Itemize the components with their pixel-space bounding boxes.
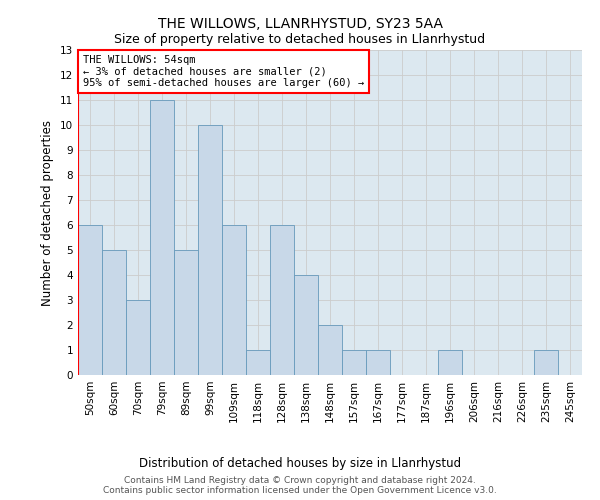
- Bar: [270, 225, 294, 375]
- Bar: [198, 125, 222, 375]
- Bar: [366, 350, 390, 375]
- Bar: [294, 275, 318, 375]
- Text: THE WILLOWS, LLANRHYSTUD, SY23 5AA: THE WILLOWS, LLANRHYSTUD, SY23 5AA: [157, 18, 443, 32]
- Bar: [438, 350, 462, 375]
- Text: THE WILLOWS: 54sqm
← 3% of detached houses are smaller (2)
95% of semi-detached : THE WILLOWS: 54sqm ← 3% of detached hous…: [83, 55, 364, 88]
- Text: Contains HM Land Registry data © Crown copyright and database right 2024.
Contai: Contains HM Land Registry data © Crown c…: [103, 476, 497, 495]
- Bar: [246, 350, 270, 375]
- Bar: [222, 225, 246, 375]
- Bar: [342, 350, 366, 375]
- Bar: [126, 300, 150, 375]
- Bar: [174, 250, 198, 375]
- Y-axis label: Number of detached properties: Number of detached properties: [41, 120, 55, 306]
- Bar: [534, 350, 558, 375]
- Bar: [102, 250, 126, 375]
- Bar: [150, 100, 174, 375]
- Text: Distribution of detached houses by size in Llanrhystud: Distribution of detached houses by size …: [139, 458, 461, 470]
- Text: Size of property relative to detached houses in Llanrhystud: Size of property relative to detached ho…: [115, 32, 485, 46]
- Bar: [318, 325, 342, 375]
- Bar: [78, 225, 102, 375]
